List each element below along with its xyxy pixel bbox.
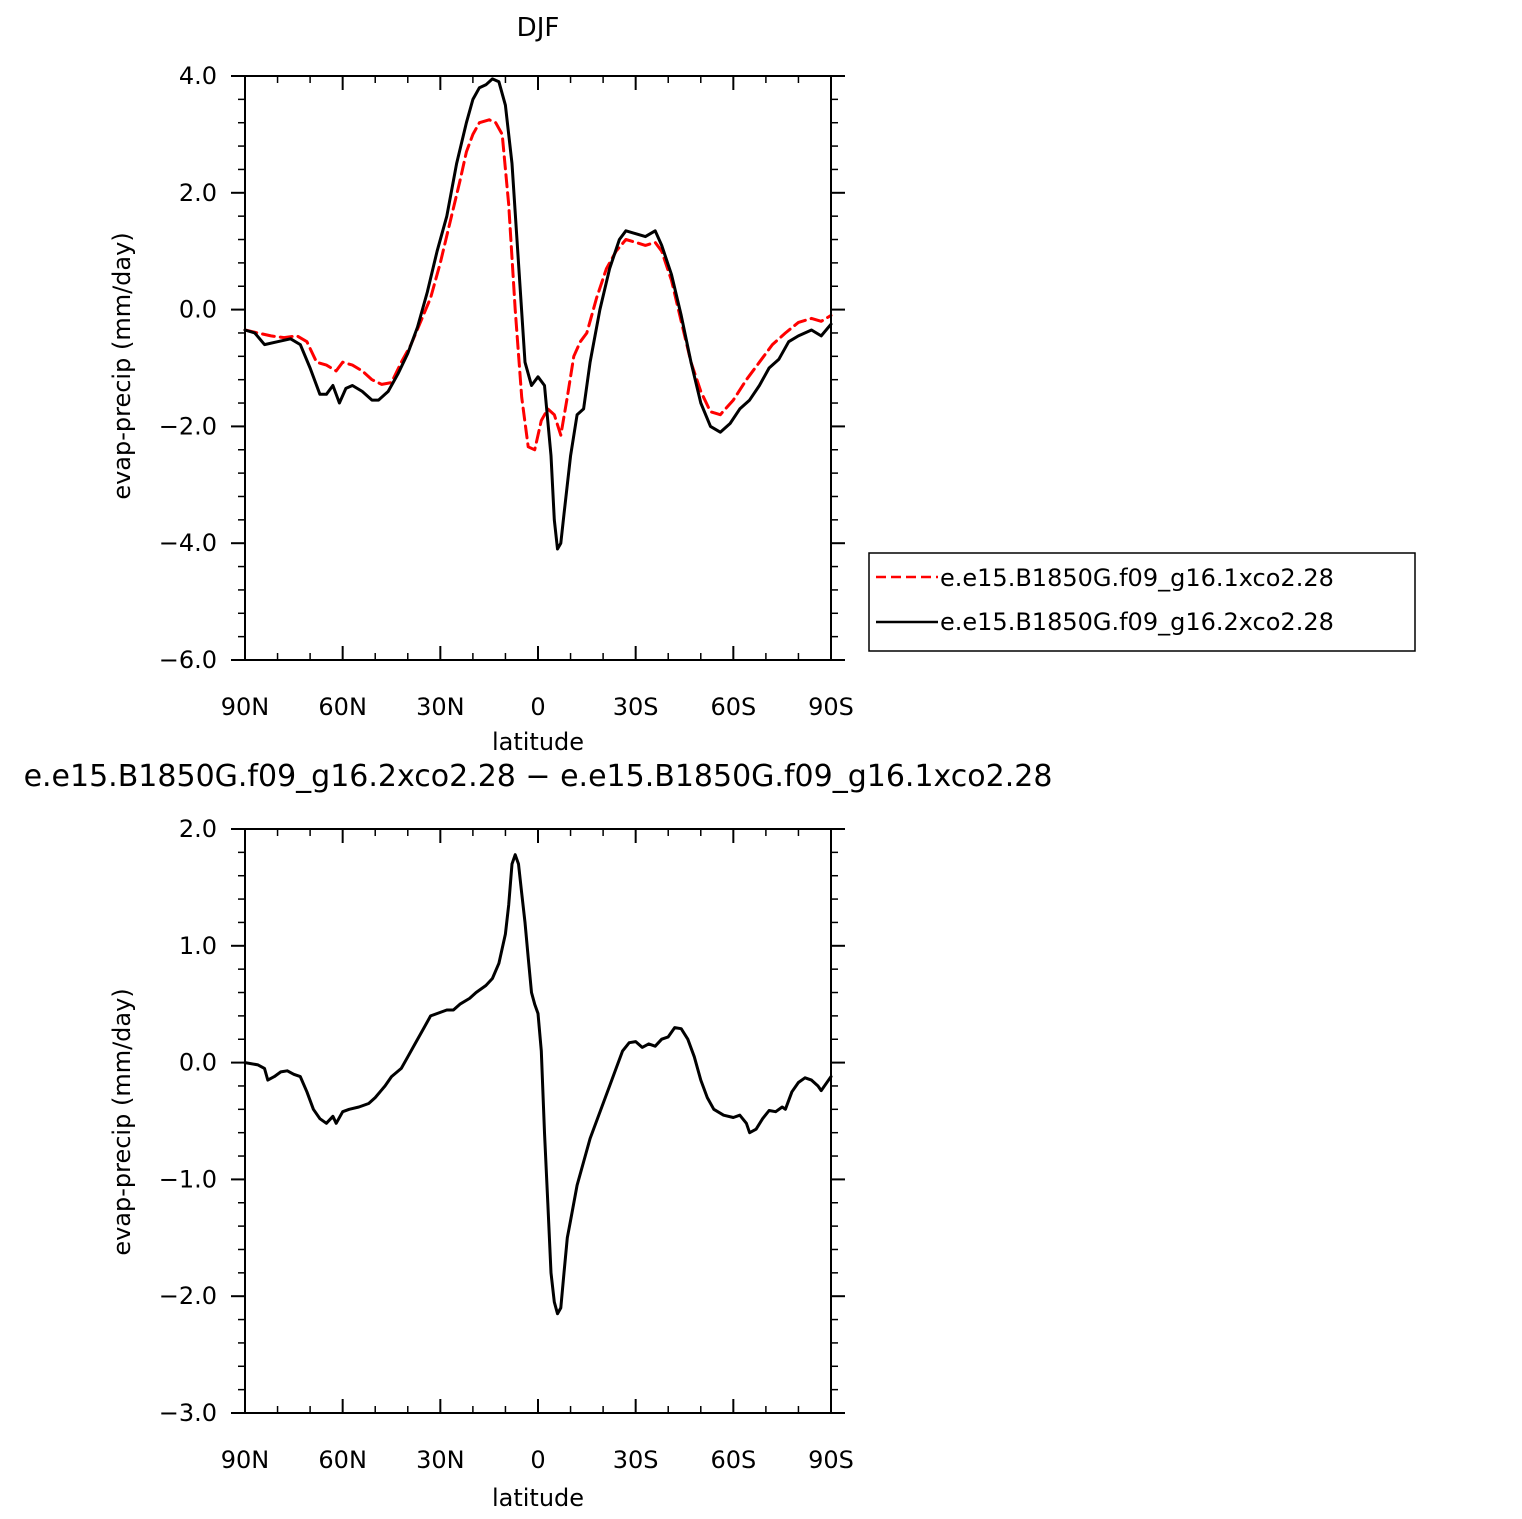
panel-bottom: e.e15.B1850G.f09_g16.2xco2.28 − e.e15.B1… [24,759,1053,1512]
panel-bottom-xtick-label: 90N [221,1446,270,1474]
panel-top-ytick-label: 2.0 [179,179,217,207]
panel-bottom-xtick-label: 30S [613,1446,659,1474]
panel-bottom-xtick-label: 60N [318,1446,367,1474]
panel-top-xtick-label: 30N [416,693,465,721]
panel-top-series [243,77,833,551]
panel-bottom-ytick-label: −1.0 [159,1165,217,1193]
panel-top-ytick-label: −4.0 [159,529,217,557]
panel-top-title: DJF [517,13,560,43]
panel-bottom-ytick-label: −2.0 [159,1282,217,1310]
panel-top-xtick-label: 60N [318,693,367,721]
panel-top-ylabel: evap-precip (mm/day) [108,232,136,499]
panel-bottom-ytick-label: 2.0 [179,815,217,843]
panel-bottom-xlabel: latitude [492,1484,584,1512]
panel-bottom-series-line-1 [243,853,833,1316]
panel-top-ytick-label: −6.0 [159,646,217,674]
legend: e.e15.B1850G.f09_g16.1xco2.28 e.e15.B185… [868,552,1416,652]
panel-top: DJF latitude evap-precip (mm/day) 90N 60N… [108,13,854,756]
panel-top-plot-frame [244,75,832,661]
panel-bottom-plot-frame [244,828,832,1414]
legend-label-series-2: e.e15.B1850G.f09_g16.2xco2.28 [940,608,1334,636]
panel-bottom-ytick-label: −3.0 [159,1399,217,1427]
panel-top-ytick-label: −2.0 [159,412,217,440]
panel-top-ytick-label: 4.0 [179,62,217,90]
legend-box [868,552,1416,652]
panel-bottom-axis-ticks: 90N 60N 30N 0 30S 60S 90S −3.0 −2.0 −1.0 0.0 1.0 2.0 [159,815,854,1474]
panel-bottom-ytick-label: 0.0 [179,1049,217,1077]
panel-bottom-series [243,853,833,1316]
panel-top-xlabel: latitude [492,728,584,756]
panel-bottom-ytick-label: 1.0 [179,932,217,960]
panel-top-xtick-label: 0 [530,693,545,721]
panel-bottom-xtick-label: 30N [416,1446,465,1474]
panel-top-xtick-label: 90S [808,693,854,721]
panel-top-ytick-label: 0.0 [179,296,217,324]
panel-top-xtick-label: 30S [613,693,659,721]
panel-top-xtick-label: 90N [221,693,270,721]
panel-top-series-line-1 [243,118,833,452]
panel-top-series-line-2 [243,77,833,551]
panel-bottom-xtick-label: 0 [530,1446,545,1474]
panel-bottom-title: e.e15.B1850G.f09_g16.2xco2.28 − e.e15.B1… [24,759,1053,794]
panel-bottom-xtick-label: 90S [808,1446,854,1474]
legend-label-series-1: e.e15.B1850G.f09_g16.1xco2.28 [940,564,1334,592]
panel-bottom-ylabel: evap-precip (mm/day) [108,988,136,1255]
panel-bottom-xtick-label: 60S [710,1446,756,1474]
panel-top-axis-ticks: 90N 60N 30N 0 30S 60S 90S −6.0 −4.0 −2.0 0.0 2.0 4.0 [159,62,854,721]
panel-top-xtick-label: 60S [710,693,756,721]
